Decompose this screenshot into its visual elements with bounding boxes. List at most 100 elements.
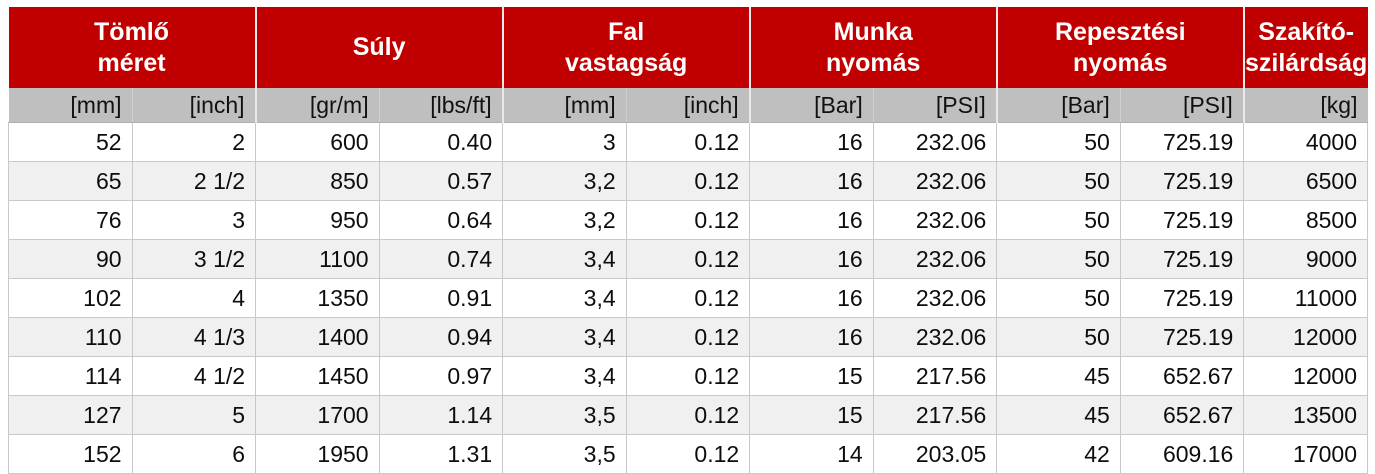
table-cell: 232.06 — [872, 239, 998, 279]
table-cell: 50 — [996, 278, 1121, 318]
unit-header-kg: [kg] — [1243, 88, 1368, 123]
units-header-row: [mm] [inch] [gr/m] [lbs/ft] [mm] [inch] … — [8, 88, 1368, 123]
table-cell: 5 — [131, 395, 257, 435]
table-cell: 4 1/3 — [131, 317, 257, 357]
table-cell: 16 — [749, 122, 874, 162]
table-cell: 232.06 — [872, 161, 998, 201]
table-cell: 1450 — [255, 356, 380, 396]
table-cell: 2 — [131, 122, 257, 162]
table-cell: 50 — [996, 161, 1121, 201]
table-cell: 217.56 — [872, 395, 998, 435]
table-cell: 1.31 — [378, 434, 504, 474]
table-cell: 3,5 — [502, 434, 627, 474]
table-cell: 232.06 — [872, 317, 998, 357]
table-cell: 9000 — [1243, 239, 1368, 279]
table-cell: 0.57 — [378, 161, 504, 201]
table-cell: 12000 — [1243, 356, 1368, 396]
table-cell: 114 — [8, 356, 133, 396]
column-group-label: Repesztési — [1054, 18, 1186, 46]
table-cell: 15 — [749, 356, 874, 396]
table-cell: 217.56 — [872, 356, 998, 396]
column-group-label: méret — [97, 48, 166, 77]
unit-header-psi: [PSI] — [872, 88, 998, 123]
column-group-label: Súly — [352, 33, 406, 62]
table-row: 102 4 1350 0.91 3,4 0.12 16 232.06 50 725.19 11000 — [8, 278, 1368, 318]
table-cell: 45 — [996, 356, 1121, 396]
table-cell: 850 — [255, 161, 380, 201]
table-cell: 110 — [8, 317, 133, 357]
unit-header-inch: [inch] — [131, 88, 257, 123]
table-cell: 152 — [8, 434, 133, 474]
column-group-tensile-strength: Szakító- szilárdság — [1243, 7, 1368, 88]
table-cell: 725.19 — [1119, 239, 1245, 279]
table-cell: 16 — [749, 278, 874, 318]
table-cell: 725.19 — [1119, 200, 1245, 240]
table-cell: 600 — [255, 122, 380, 162]
table-cell: 12000 — [1243, 317, 1368, 357]
table-cell: 652.67 — [1119, 395, 1245, 435]
table-cell: 0.91 — [378, 278, 504, 318]
table-cell: 0.12 — [625, 200, 751, 240]
table-row: 52 2 600 0.40 3 0.12 16 232.06 50 725.19 4000 — [8, 122, 1368, 162]
table-cell: 1700 — [255, 395, 380, 435]
unit-header-gr-m: [gr/m] — [255, 88, 380, 123]
table-cell: 16 — [749, 317, 874, 357]
table-cell: 11000 — [1243, 278, 1368, 318]
table-cell: 65 — [8, 161, 133, 201]
table-cell: 76 — [8, 200, 133, 240]
table-cell: 3,4 — [502, 317, 627, 357]
column-group-label: Tömlő — [94, 18, 170, 46]
table-row: 76 3 950 0.64 3,2 0.12 16 232.06 50 725.19 8500 — [8, 200, 1368, 240]
table-cell: 725.19 — [1119, 317, 1245, 357]
column-group-label: vastagság — [565, 48, 688, 77]
table-cell: 50 — [996, 317, 1121, 357]
table-row: 152 6 1950 1.31 3,5 0.12 14 203.05 42 609.16 17000 — [8, 434, 1368, 474]
table-cell: 50 — [996, 122, 1121, 162]
table-cell: 1400 — [255, 317, 380, 357]
table-cell: 6500 — [1243, 161, 1368, 201]
table-cell: 232.06 — [872, 200, 998, 240]
table-cell: 0.64 — [378, 200, 504, 240]
table-cell: 0.94 — [378, 317, 504, 357]
table-cell: 0.97 — [378, 356, 504, 396]
table-cell: 0.12 — [625, 278, 751, 318]
unit-header-lbs-ft: [lbs/ft] — [378, 88, 504, 123]
table-cell: 652.67 — [1119, 356, 1245, 396]
table-cell: 0.12 — [625, 356, 751, 396]
table-cell: 232.06 — [872, 278, 998, 318]
table-cell: 102 — [8, 278, 133, 318]
table-cell: 950 — [255, 200, 380, 240]
table-cell: 15 — [749, 395, 874, 435]
table-cell: 609.16 — [1119, 434, 1245, 474]
unit-header-psi: [PSI] — [1119, 88, 1245, 123]
table-cell: 16 — [749, 239, 874, 279]
column-group-label: nyomás — [1073, 48, 1168, 77]
table-cell: 8500 — [1243, 200, 1368, 240]
table-row: 127 5 1700 1.14 3,5 0.12 15 217.56 45 652.67 13500 — [8, 395, 1368, 435]
column-group-weight: Súly — [255, 7, 504, 88]
table-cell: 3,2 — [502, 200, 627, 240]
table-cell: 50 — [996, 200, 1121, 240]
table-cell: 1.14 — [378, 395, 504, 435]
table-cell: 3 — [131, 200, 257, 240]
unit-header-mm: [mm] — [502, 88, 627, 123]
table-cell: 1350 — [255, 278, 380, 318]
table-cell: 4 1/2 — [131, 356, 257, 396]
table-cell: 90 — [8, 239, 133, 279]
column-group-hose-size: Tömlő méret — [8, 7, 257, 88]
table-row: 110 4 1/3 1400 0.94 3,4 0.12 16 232.06 50 725.19 1… — [8, 317, 1368, 357]
table-cell: 0.12 — [625, 317, 751, 357]
column-group-label: szilárdság — [1245, 48, 1368, 77]
column-group-wall-thickness: Fal vastagság — [502, 7, 751, 88]
table-cell: 2 1/2 — [131, 161, 257, 201]
table-cell: 1950 — [255, 434, 380, 474]
table-cell: 13500 — [1243, 395, 1368, 435]
unit-header-bar: [Bar] — [996, 88, 1121, 123]
column-group-working-pressure: Munka nyomás — [749, 7, 998, 88]
table-cell: 3 — [502, 122, 627, 162]
table-row: 90 3 1/2 1100 0.74 3,4 0.12 16 232.06 50 725.19 90… — [8, 239, 1368, 279]
table-cell: 3,4 — [502, 239, 627, 279]
table-row: 114 4 1/2 1450 0.97 3,4 0.12 15 217.56 45 652.67 1… — [8, 356, 1368, 396]
table-cell: 0.74 — [378, 239, 504, 279]
